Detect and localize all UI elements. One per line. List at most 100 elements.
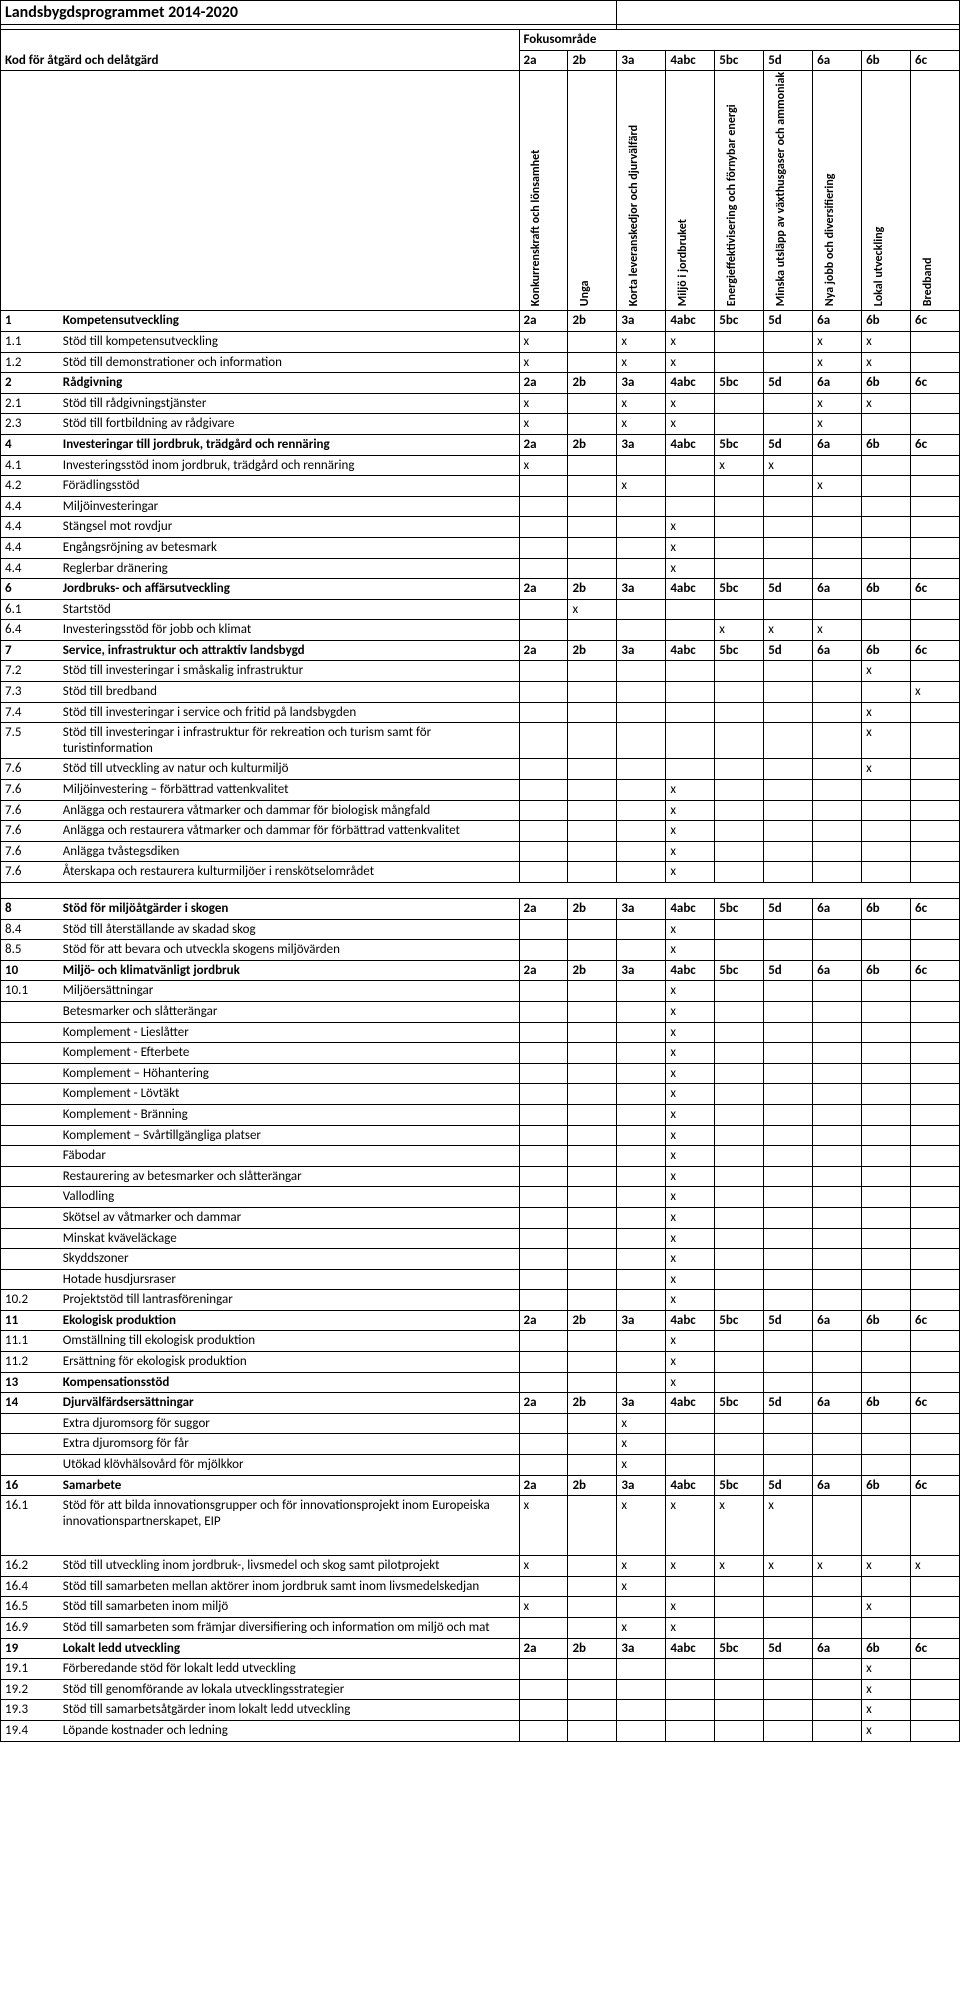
value-cell [911,1084,960,1105]
value-cell [715,496,764,517]
value-cell: x [813,352,862,373]
value-cell: x [813,414,862,435]
header-focus-cell: 5d [764,434,813,455]
value-cell [911,1455,960,1476]
header-focus-cell: 5d [764,1475,813,1496]
value-cell [813,599,862,620]
value-cell: x [666,1597,715,1618]
row-desc: Ersättning för ekologisk produktion [59,1352,519,1373]
table-row: 10Miljö- och klimatvänligt jordbruk2a2b3… [1,960,960,981]
header-focus-cell: 2b [568,1310,617,1331]
value-cell [617,496,666,517]
value-cell [519,1249,568,1270]
value-cell [764,981,813,1002]
value-cell [617,1269,666,1290]
row-desc: Anlägga tvåstegsdiken [59,841,519,862]
header-focus-cell: 5bc [715,1310,764,1331]
value-cell: x [666,517,715,538]
header-focus-cell: 2a [519,899,568,920]
value-cell [862,1249,911,1270]
value-cell [568,476,617,497]
value-cell: x [911,1556,960,1577]
value-cell: x [666,1022,715,1043]
value-cell [764,1207,813,1228]
value-cell [519,1228,568,1249]
value-cell [617,1022,666,1043]
value-cell [617,1700,666,1721]
value-cell [715,599,764,620]
row-code [1,1063,59,1084]
table-row: 2Rådgivning2a2b3a4abc5bc5d6a6b6c [1,373,960,394]
row-desc: Samarbete [59,1475,519,1496]
value-cell [862,682,911,703]
row-desc: Stöd för att bilda innovationsgrupper oc… [59,1496,519,1556]
value-cell [568,1679,617,1700]
header-focus-cell: 5bc [715,579,764,600]
value-cell [617,682,666,703]
row-desc: Minskat kväveläckage [59,1228,519,1249]
header-focus-cell: 2b [568,579,617,600]
value-cell [519,1043,568,1064]
table-row: 19.4Löpande kostnader och ledningx [1,1720,960,1741]
value-cell [568,1228,617,1249]
value-cell [813,558,862,579]
value-cell: x [813,620,862,641]
row-desc: Stöd till samarbeten inom miljö [59,1597,519,1618]
row-desc: Miljöinvesteringar [59,496,519,517]
value-cell: x [715,1556,764,1577]
value-cell [862,841,911,862]
value-cell [764,599,813,620]
table-row: 14Djurvälfärdsersättningar2a2b3a4abc5bc5… [1,1393,960,1414]
row-desc: Projektstöd till lantrasföreningar [59,1290,519,1311]
value-cell [568,759,617,780]
value-cell: x [617,1413,666,1434]
value-cell: x [519,455,568,476]
table-row [1,883,960,899]
value-cell: x [764,1556,813,1577]
value-cell [715,1043,764,1064]
value-cell [568,682,617,703]
value-cell [568,862,617,883]
table-row: 7.6Anlägga och restaurera våtmarker och … [1,800,960,821]
header-focus-cell: 6c [911,1475,960,1496]
table-row: Betesmarker och slåtterängarx [1,1001,960,1022]
row-desc: Skötsel av våtmarker och dammar [59,1207,519,1228]
header-focus-cell: 6b [862,1638,911,1659]
value-cell [568,393,617,414]
header-focus-cell: 6c [911,960,960,981]
value-cell [666,1413,715,1434]
row-code: 4.2 [1,476,59,497]
value-cell [617,1187,666,1208]
row-code [1,1146,59,1167]
value-cell [666,1434,715,1455]
header-focus-cell: 6c [911,1638,960,1659]
kod-label: Kod för åtgärd och delåtgärd [1,30,520,71]
value-cell [911,821,960,842]
value-cell [568,702,617,723]
value-cell [617,661,666,682]
value-cell [519,1352,568,1373]
value-cell [911,476,960,497]
table-row: Skyddszonerx [1,1249,960,1270]
value-cell [568,1022,617,1043]
value-cell: x [666,1207,715,1228]
header-focus-cell: 4abc [666,960,715,981]
value-cell [813,1084,862,1105]
value-cell [764,1166,813,1187]
value-cell [666,661,715,682]
table-row: Restaurering av betesmarker och slåtterä… [1,1166,960,1187]
title-row: Landsbygdsprogrammet 2014-2020 [1,1,960,25]
header-focus-cell: 6b [862,1475,911,1496]
value-cell [666,496,715,517]
header-focus-cell: 5bc [715,311,764,332]
value-cell [862,1269,911,1290]
value-cell [813,682,862,703]
value-cell [764,1331,813,1352]
table-row: 19.1Förberedande stöd för lokalt ledd ut… [1,1659,960,1680]
header-focus-cell: 6a [813,1475,862,1496]
row-desc: Investeringsstöd inom jordbruk, trädgård… [59,455,519,476]
value-cell [911,558,960,579]
header-focus-cell: 6b [862,434,911,455]
table-row: 16.4Stöd till samarbeten mellan aktörer … [1,1576,960,1597]
value-cell [519,1434,568,1455]
